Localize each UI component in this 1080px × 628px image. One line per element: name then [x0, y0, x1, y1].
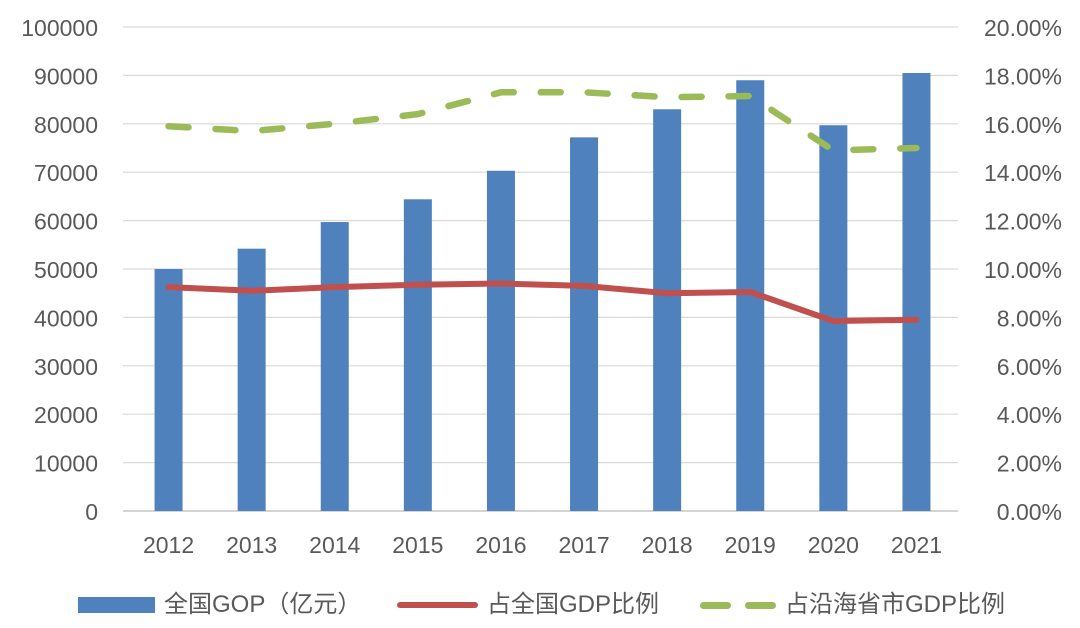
- x-axis-label-2013: 2013: [226, 532, 277, 558]
- x-axis-label-2020: 2020: [808, 532, 859, 558]
- y-axis-left-tick-label: 100000: [21, 15, 98, 41]
- legend: 全国GOP（亿元） 占全国GDP比例 占沿海省市GDP比例: [0, 588, 1080, 624]
- legend-label-national-share: 占全国GDP比例: [487, 591, 660, 618]
- y-axis-right-tick-label: 14.00%: [984, 160, 1062, 186]
- y-axis-left-tick-label: 0: [85, 499, 98, 525]
- bar-2018: [653, 109, 682, 511]
- bar-2017: [570, 137, 599, 512]
- legend-item-coastal-share: 占沿海省市GDP比例: [700, 588, 1005, 622]
- bar-2014: [320, 222, 349, 511]
- legend-dash-segment: [700, 601, 731, 609]
- y-axis-right-tick-label: 4.00%: [997, 402, 1062, 428]
- y-axis-left-tick-label: 30000: [34, 354, 98, 380]
- x-axis-label-2015: 2015: [392, 532, 443, 558]
- legend-swatch-bar: [78, 597, 155, 613]
- y-axis-right-tick-label: 6.00%: [997, 354, 1062, 380]
- legend-item-gdp-bars: 全国GOP（亿元）: [78, 588, 361, 622]
- legend-label-coastal-share: 占沿海省市GDP比例: [785, 591, 1006, 618]
- y-axis-left-tick-label: 10000: [34, 451, 98, 477]
- coastal-share-line: [165, 89, 920, 154]
- y-axis-right-tick-label: 2.00%: [997, 451, 1062, 477]
- y-axis-left-tick-label: 60000: [34, 209, 98, 235]
- national-share-line: [165, 280, 920, 324]
- y-axis-right-tick-label: 16.00%: [984, 112, 1062, 138]
- y-axis-left-tick-label: 70000: [34, 160, 98, 186]
- y-axis-right-tick-label: 12.00%: [984, 209, 1062, 235]
- y-axis-right-tick-label: 0.00%: [997, 499, 1062, 525]
- bar-2021: [902, 72, 931, 511]
- y-axis-left-tick-label: 40000: [34, 305, 98, 331]
- y-axis-left-tick-label: 20000: [34, 402, 98, 428]
- legend-item-national-share: 占全国GDP比例: [397, 588, 659, 622]
- y-axis-left-tick-label: 80000: [34, 112, 98, 138]
- y-axis-left-tick-label: 50000: [34, 257, 98, 283]
- bar-2016: [486, 170, 515, 512]
- y-axis-left-tick-label: 90000: [34, 63, 98, 89]
- x-axis-label-2018: 2018: [642, 532, 693, 558]
- x-axis-label-2021: 2021: [891, 532, 942, 558]
- x-axis-label-2016: 2016: [475, 532, 526, 558]
- legend-label-gdp: 全国GOP（亿元）: [164, 591, 362, 618]
- x-axis-label-2017: 2017: [558, 532, 609, 558]
- bar-2012: [154, 269, 183, 511]
- y-axis-right-tick-label: 18.00%: [984, 63, 1062, 89]
- legend-dash-segment: [745, 601, 776, 609]
- x-axis-label-2019: 2019: [725, 532, 776, 558]
- legend-swatch-solid-line: [397, 602, 478, 608]
- x-axis-label-2014: 2014: [309, 532, 360, 558]
- y-axis-right-tick-label: 10.00%: [984, 257, 1062, 283]
- bar-2015: [403, 199, 432, 511]
- x-axis-label-2012: 2012: [143, 532, 194, 558]
- y-axis-right-tick-label: 20.00%: [984, 15, 1062, 41]
- y-axis-right-tick-label: 8.00%: [997, 305, 1062, 331]
- legend-swatch-dashed-line: [700, 601, 776, 609]
